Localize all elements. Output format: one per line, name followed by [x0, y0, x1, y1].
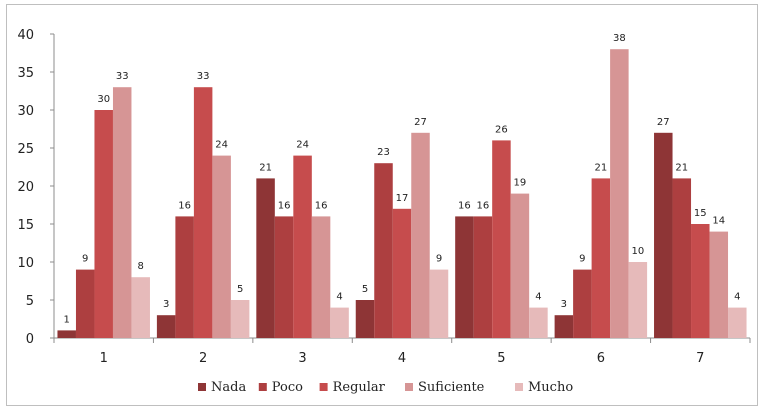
bar-regular-7 — [691, 224, 710, 338]
bar-poco-3 — [274, 216, 294, 338]
legend-swatch-regular — [319, 383, 328, 391]
bar-poco-1 — [75, 269, 95, 338]
data-label: 14 — [712, 216, 725, 227]
data-label: 1 — [64, 314, 70, 325]
data-label: 5 — [362, 284, 368, 295]
legend-label-mucho: Mucho — [528, 380, 573, 395]
data-label: 16 — [178, 200, 191, 211]
data-label: 16 — [315, 200, 328, 211]
x-tick-label: 7 — [696, 351, 704, 366]
legend-label-suficiente: Suficiente — [418, 380, 485, 395]
bar-mucho-3 — [330, 307, 349, 338]
bar-nada-6 — [554, 315, 574, 338]
bar-poco-2 — [175, 216, 194, 338]
bar-suficiente-3 — [311, 216, 331, 338]
data-label: 15 — [694, 208, 707, 219]
bar-suficiente-7 — [709, 231, 729, 338]
data-label: 27 — [657, 117, 670, 128]
data-label: 9 — [579, 254, 585, 265]
y-tick-label: 40 — [17, 28, 34, 43]
x-tick-label: 2 — [199, 351, 207, 366]
bar-mucho-6 — [628, 262, 648, 338]
bar-suficiente-1 — [112, 87, 132, 338]
bar-mucho-5 — [529, 307, 548, 338]
bar-regular-4 — [392, 208, 412, 338]
bar-nada-2 — [156, 315, 176, 338]
bar-mucho-2 — [230, 300, 250, 338]
bar-nada-3 — [256, 178, 275, 338]
legend-swatch-suficiente — [405, 383, 413, 391]
data-label: 10 — [631, 246, 644, 257]
bar-regular-6 — [591, 178, 611, 338]
y-tick-label: 20 — [17, 180, 34, 195]
data-label: 30 — [97, 94, 110, 105]
data-label: 16 — [278, 200, 291, 211]
bar-poco-4 — [374, 163, 393, 338]
data-label: 24 — [296, 140, 309, 151]
y-tick-label: 10 — [17, 256, 34, 271]
bar-nada-4 — [355, 300, 375, 338]
data-label: 9 — [82, 254, 88, 265]
bar-mucho-4 — [429, 269, 449, 338]
bar-poco-6 — [573, 269, 592, 338]
data-label: 38 — [613, 33, 626, 44]
data-label: 27 — [414, 117, 427, 128]
bar-regular-1 — [94, 110, 113, 338]
bar-mucho-1 — [131, 277, 150, 338]
bar-poco-7 — [672, 178, 692, 338]
bar-suficiente-5 — [510, 193, 530, 338]
data-label: 21 — [675, 162, 688, 173]
bar-regular-2 — [193, 87, 213, 338]
legend-swatch-mucho — [515, 383, 523, 391]
bar-nada-1 — [57, 330, 76, 338]
x-tick-label: 4 — [398, 351, 406, 366]
bar-nada-7 — [654, 132, 673, 338]
bar-nada-5 — [455, 216, 474, 338]
x-tick-label: 5 — [497, 351, 505, 366]
data-label: 3 — [561, 299, 567, 310]
bar-suficiente-4 — [411, 132, 430, 338]
data-label: 16 — [477, 200, 490, 211]
data-label: 16 — [458, 200, 471, 211]
bar-regular-5 — [492, 140, 511, 338]
data-label: 4 — [336, 292, 342, 303]
legend-label-regular: Regular — [333, 380, 386, 395]
y-tick-label: 35 — [17, 66, 34, 81]
data-label: 4 — [535, 292, 541, 303]
data-label: 24 — [215, 140, 228, 151]
data-label: 33 — [197, 71, 210, 82]
x-tick-label: 1 — [100, 351, 108, 366]
legend-swatch-nada — [198, 383, 206, 391]
x-tick-label: 6 — [597, 351, 605, 366]
legend-swatch-poco — [258, 383, 267, 391]
data-label: 9 — [436, 254, 442, 265]
data-label: 21 — [594, 162, 607, 173]
bar-suficiente-2 — [212, 155, 231, 338]
y-tick-label: 25 — [17, 142, 34, 157]
y-tick-label: 5 — [26, 294, 34, 309]
data-label: 4 — [734, 292, 740, 303]
legend-label-poco: Poco — [272, 380, 303, 395]
bar-mucho-7 — [728, 307, 747, 338]
data-label: 33 — [116, 71, 129, 82]
bar-suficiente-6 — [610, 49, 629, 338]
bar-poco-5 — [473, 216, 493, 338]
y-tick-label: 30 — [17, 104, 34, 119]
x-tick-label: 3 — [298, 351, 306, 366]
data-label: 3 — [163, 299, 169, 310]
bar-regular-3 — [293, 155, 312, 338]
y-tick-label: 0 — [26, 332, 34, 347]
data-label: 8 — [138, 261, 144, 272]
data-label: 21 — [259, 162, 272, 173]
data-label: 23 — [377, 147, 390, 158]
data-label: 17 — [396, 193, 409, 204]
legend-label-nada: Nada — [211, 380, 246, 395]
data-label: 26 — [495, 124, 508, 135]
y-tick-label: 15 — [17, 218, 34, 233]
data-label: 19 — [514, 178, 527, 189]
data-label: 5 — [237, 284, 243, 295]
